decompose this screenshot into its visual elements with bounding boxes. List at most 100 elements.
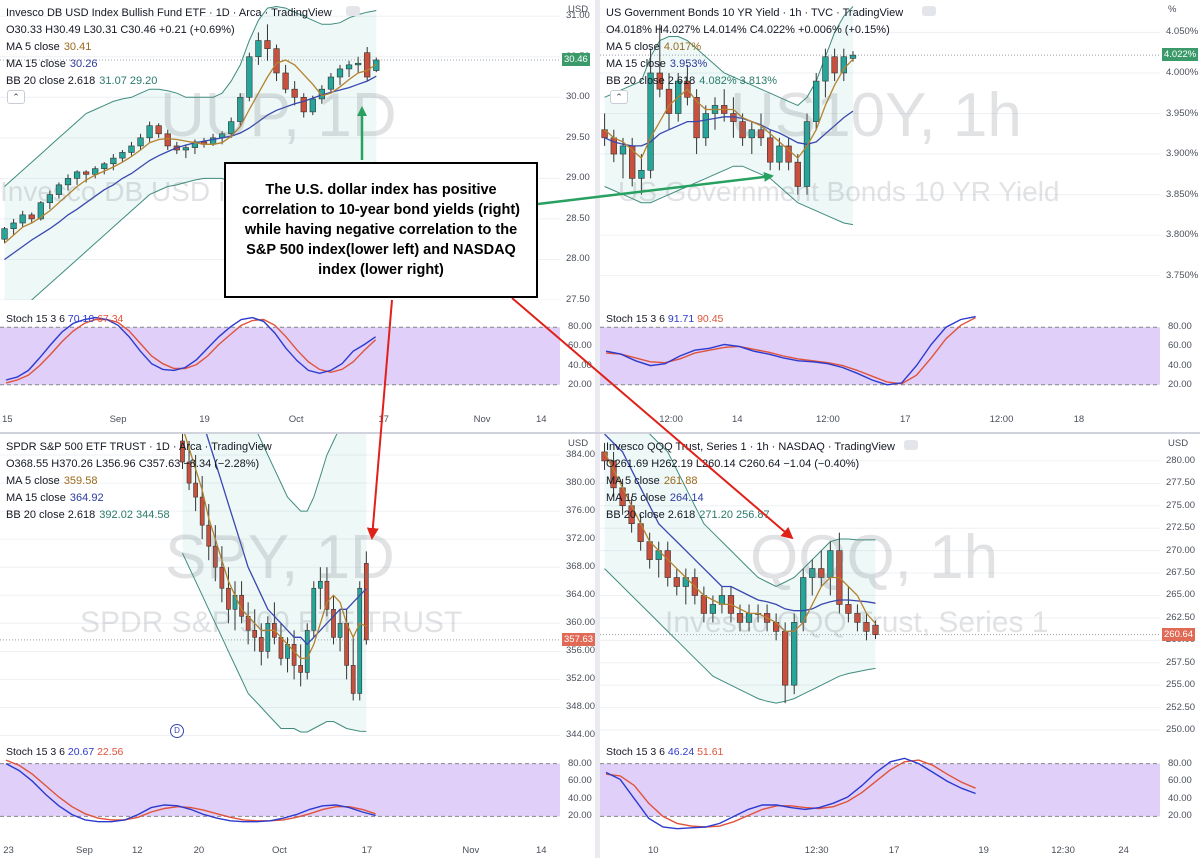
- candle-body: [345, 64, 353, 70]
- us10y-ma5-value: 4.017%: [663, 41, 702, 53]
- dividend-marker-icon[interactable]: D: [170, 724, 184, 738]
- uup-stoch-k-value: 70.10: [67, 313, 95, 325]
- us10y-watermark-name: US Government Bonds 10 YR Yield: [618, 176, 1060, 207]
- uup-price-axis[interactable]: USD31.0030.5030.0029.5029.0028.5028.0027…: [560, 0, 595, 305]
- spy-panel: SPY, 1D SPDR S&P 500 ETF TRUST SPDR S&P …: [0, 434, 595, 858]
- uup-ma5-legend[interactable]: MA 5 close 30.41: [6, 39, 332, 56]
- spy-stoch-plot[interactable]: [0, 740, 560, 840]
- bollinger-upper-line: [604, 6, 854, 106]
- current-price-label: 4.022%: [1162, 48, 1199, 62]
- candle: [809, 559, 816, 596]
- us10y-legend-collapse-button[interactable]: ⌃: [610, 90, 628, 104]
- candle: [327, 72, 335, 94]
- spy-legend: SPDR S&P 500 ETF TRUST · 1D · Arca · Tra…: [6, 439, 272, 524]
- qqq-stoch-legend: Stoch 15 3 6 46.24 51.61: [606, 746, 723, 758]
- us10y-stoch-axis[interactable]: 80.00 60.00 40.00 20.00: [1160, 302, 1200, 410]
- candle-body: [693, 96, 700, 139]
- uup-legend-collapse-button[interactable]: ⌃: [7, 90, 25, 104]
- candle: [46, 190, 53, 210]
- bollinger-fill: [604, 6, 853, 225]
- qqq-ma15-legend[interactable]: MA 15 close 264.14: [606, 490, 895, 507]
- candle-body: [300, 96, 307, 113]
- spy-ma15-legend[interactable]: MA 15 close 364.92: [6, 490, 272, 507]
- price-tick-label: 4.050%: [1166, 26, 1199, 38]
- spy-ma5-legend[interactable]: MA 5 close 359.58: [6, 473, 272, 490]
- candle-body: [37, 202, 44, 220]
- time-tick-label: 17: [361, 845, 373, 856]
- price-tick-label: 31.00: [566, 10, 590, 22]
- candle-body: [739, 121, 746, 139]
- candle: [845, 586, 852, 623]
- us10y-toggle-button[interactable]: [922, 6, 936, 16]
- bollinger-fill: [182, 434, 367, 732]
- us10y-stoch-d-value: 90.45: [697, 313, 724, 325]
- time-tick-label: 12: [132, 845, 143, 856]
- candle-body: [845, 604, 852, 614]
- uup-ma15-legend[interactable]: MA 15 close 30.26: [6, 56, 332, 73]
- vertical-divider[interactable]: [595, 0, 600, 858]
- candle-body: [212, 545, 218, 568]
- annotation-callout: The U.S. dollar index has positive corre…: [224, 162, 538, 298]
- candle-body: [791, 622, 798, 686]
- stoch-tick-label: 60.00: [1168, 340, 1192, 352]
- spy-time-axis[interactable]: 23 Sep 12 20 Oct 17 Nov 14: [0, 841, 560, 858]
- us10y-panel: US10Y, 1h US Government Bonds 10 YR Yiel…: [600, 0, 1200, 432]
- candle-body: [92, 168, 99, 175]
- candle-body: [265, 623, 271, 652]
- us10y-price-plot[interactable]: [600, 0, 1160, 300]
- spy-stoch-axis[interactable]: 80.00 60.00 40.00 20.00: [560, 740, 595, 840]
- qqq-bb-legend[interactable]: BB 20 close 2.618 271.20 256.87: [606, 507, 895, 524]
- candle-body: [656, 72, 663, 90]
- candle: [863, 613, 870, 641]
- candle: [665, 72, 673, 130]
- qqq-stoch-axis[interactable]: 80.00 60.00 40.00 20.00: [1160, 740, 1200, 840]
- uup-price-plot[interactable]: [0, 0, 560, 300]
- us10y-ma5-legend[interactable]: MA 5 close 4.017%: [606, 39, 903, 56]
- time-tick-label: 12:30: [1051, 845, 1075, 856]
- candle: [206, 504, 212, 561]
- uup-stoch-axis[interactable]: 80.00 60.00 40.00 20.00: [560, 302, 595, 410]
- stoch-k-line: [5, 316, 376, 381]
- stoch-d-line: [605, 759, 976, 828]
- candle: [298, 644, 303, 687]
- us10y-ma15-legend[interactable]: MA 15 close 3.953%: [606, 56, 903, 73]
- qqq-ma5-legend[interactable]: MA 5 close 261.88: [606, 473, 895, 490]
- spy-bb-legend[interactable]: BB 20 close 2.618 392.02 344.58: [6, 507, 272, 524]
- uup-stoch-plot[interactable]: [0, 302, 560, 410]
- candle: [155, 123, 162, 138]
- ma15-line: [205, 434, 367, 646]
- us10y-bb-legend[interactable]: BB 20 close 2.618 4.082% 3.813%: [606, 73, 903, 90]
- time-tick-label: 12:30: [804, 845, 829, 856]
- qqq-title: Invesco QQQ Trust, Series 1 · 1h · NASDA…: [606, 441, 895, 453]
- qqq-time-axis[interactable]: 10 12:30 17 19 12:30 24: [600, 841, 1160, 858]
- us10y-time-axis[interactable]: 12:00 14 12:00 17 12:00 18: [600, 410, 1160, 432]
- qqq-price-axis[interactable]: USD 280.00 277.50 275.00 272.50 270.00 267.50 2…: [1160, 434, 1200, 739]
- uup-time-axis[interactable]: 15 Sep 19 Oct 17 Nov 14: [0, 410, 560, 432]
- qqq-ma15-label: MA 15 close: [606, 492, 666, 504]
- stoch-tick-label: 60.00: [1168, 775, 1192, 787]
- candle-body: [55, 184, 63, 195]
- candle-body: [180, 440, 185, 463]
- uup-toggle-button[interactable]: [346, 6, 360, 16]
- horizontal-divider[interactable]: [0, 432, 1200, 434]
- price-tick-label: 29.00: [566, 172, 590, 184]
- time-tick-label: 17: [888, 845, 900, 856]
- stoch-tick-label: 80.00: [1168, 757, 1192, 769]
- qqq-toggle-button[interactable]: [904, 440, 918, 450]
- spy-price-axis[interactable]: USD 384.00 380.00 376.00 372.00 368.00 364.00 3…: [560, 434, 595, 741]
- qqq-stoch-plot[interactable]: [600, 740, 1160, 840]
- us10y-price-axis[interactable]: % 4.050% 4.000% 3.950% 3.900% 3.850% 3.800% 3.7…: [1160, 0, 1200, 300]
- uup-stoch-d-value: 67.34: [97, 313, 124, 325]
- candle-body: [199, 496, 205, 526]
- us10y-title: US Government Bonds 10 YR Yield · 1h · T…: [606, 7, 904, 19]
- candle-body: [282, 72, 289, 90]
- candle-body: [206, 524, 212, 547]
- uup-bb-legend[interactable]: BB 20 close 2.618 31.07 29.20: [6, 73, 332, 90]
- ma5-line: [4, 59, 377, 244]
- candle: [767, 129, 774, 171]
- candle-body: [776, 145, 783, 163]
- price-tick-label: 344.00: [566, 729, 595, 741]
- stoch-tick-label: 40.00: [568, 792, 592, 804]
- stoch-band: [0, 763, 560, 817]
- spy-price-plot[interactable]: [0, 434, 560, 739]
